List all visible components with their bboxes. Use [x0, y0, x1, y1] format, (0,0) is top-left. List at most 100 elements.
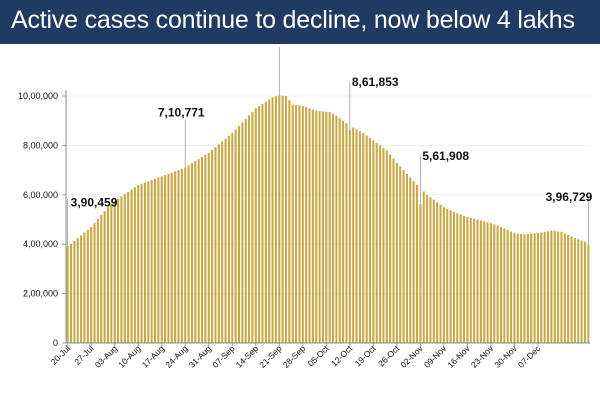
bar — [164, 175, 167, 343]
bar — [331, 113, 335, 343]
bar — [439, 204, 442, 343]
bar — [476, 219, 479, 343]
bar — [479, 220, 482, 343]
x-tick-label: 31-Aug — [187, 343, 214, 370]
data-label: 5,61,908 — [422, 149, 469, 163]
bar — [150, 179, 153, 343]
bar — [147, 181, 150, 343]
bar — [241, 122, 244, 343]
bar — [83, 232, 86, 343]
bar — [248, 115, 251, 344]
y-tick-label: 0 — [53, 338, 58, 348]
bar — [335, 115, 338, 343]
bar — [117, 198, 120, 343]
bar — [395, 162, 398, 343]
bar — [328, 112, 331, 344]
bar — [583, 241, 587, 343]
bar — [261, 103, 264, 344]
bar — [516, 233, 519, 343]
bar — [177, 170, 180, 343]
bar — [573, 238, 576, 343]
bar — [174, 171, 177, 343]
y-tick-label: 6,00,000 — [23, 190, 58, 200]
bar — [365, 135, 368, 343]
bar — [557, 231, 560, 343]
bar — [133, 187, 136, 343]
bar — [187, 165, 190, 343]
x-tick-label: 09-Nov — [422, 343, 449, 370]
bar — [560, 231, 563, 343]
bar — [429, 197, 432, 343]
bar — [204, 154, 207, 343]
bar — [224, 138, 227, 343]
bar — [113, 200, 116, 343]
bar — [167, 173, 170, 343]
bar — [120, 196, 123, 343]
bar — [308, 108, 311, 343]
bar — [76, 238, 79, 343]
bar — [405, 173, 408, 343]
bar — [372, 140, 375, 343]
bar — [315, 110, 318, 343]
bar — [130, 189, 133, 343]
bar — [69, 243, 73, 343]
data-label: 7,10,771 — [158, 105, 205, 119]
y-tick-label: 10,00,000 — [18, 91, 58, 101]
bar — [211, 149, 214, 343]
bar — [513, 233, 516, 343]
bar — [143, 182, 146, 343]
bar — [288, 100, 291, 343]
bar — [348, 130, 351, 343]
bar — [358, 131, 361, 343]
bar — [436, 202, 439, 343]
x-tick-label: 21-Sep — [257, 343, 284, 370]
bar — [533, 233, 536, 343]
bar — [399, 166, 402, 343]
bar — [449, 210, 452, 343]
bar — [278, 95, 281, 343]
bar — [86, 229, 89, 343]
bar — [385, 150, 388, 343]
bar — [106, 207, 110, 343]
bar — [190, 163, 194, 343]
bar — [456, 213, 459, 343]
x-tick-label: 05-Oct — [306, 343, 332, 369]
x-tick-label: 19-Oct — [353, 343, 379, 369]
bar — [426, 194, 429, 343]
bar — [483, 221, 486, 343]
bar — [580, 240, 583, 343]
bar — [123, 194, 126, 343]
annotations: 3,90,459 7,10,771 10,03,299 8,61,853 5,61,90… — [67, 44, 593, 247]
bar — [73, 240, 76, 343]
x-tick-label: 07-Dec — [516, 343, 543, 370]
x-tick-label: 02-Nov — [398, 343, 425, 370]
bar — [543, 231, 546, 343]
data-label: 3,96,729 — [546, 190, 593, 204]
bar — [194, 161, 197, 343]
bar — [127, 191, 130, 343]
bar — [342, 120, 345, 343]
bar — [305, 107, 308, 343]
y-tick-label: 8,00,000 — [23, 140, 58, 150]
x-tick-label: 07-Sep — [210, 343, 237, 370]
bar — [459, 214, 462, 343]
bar — [295, 105, 298, 343]
active-cases-chart: 0 2,00,000 4,00,000 6,00,000 8,00,000 10,00,0… — [18, 44, 593, 370]
data-label: 3,90,459 — [71, 196, 118, 210]
bar — [234, 129, 237, 343]
x-tick-label: 12-Oct — [329, 343, 355, 369]
bar — [442, 207, 445, 343]
axes — [65, 90, 590, 344]
bar — [298, 105, 301, 343]
bar — [510, 231, 513, 343]
bar — [137, 184, 140, 343]
bar — [379, 145, 382, 343]
bar — [197, 159, 200, 343]
bar — [103, 211, 106, 343]
bar — [389, 154, 392, 343]
y-tick-label: 2,00,000 — [23, 289, 58, 299]
bar — [587, 245, 590, 343]
x-tick-label: 16-Nov — [445, 343, 472, 370]
x-tick-label: 10-Aug — [116, 343, 143, 370]
x-tick-label: 17-Aug — [140, 343, 167, 370]
